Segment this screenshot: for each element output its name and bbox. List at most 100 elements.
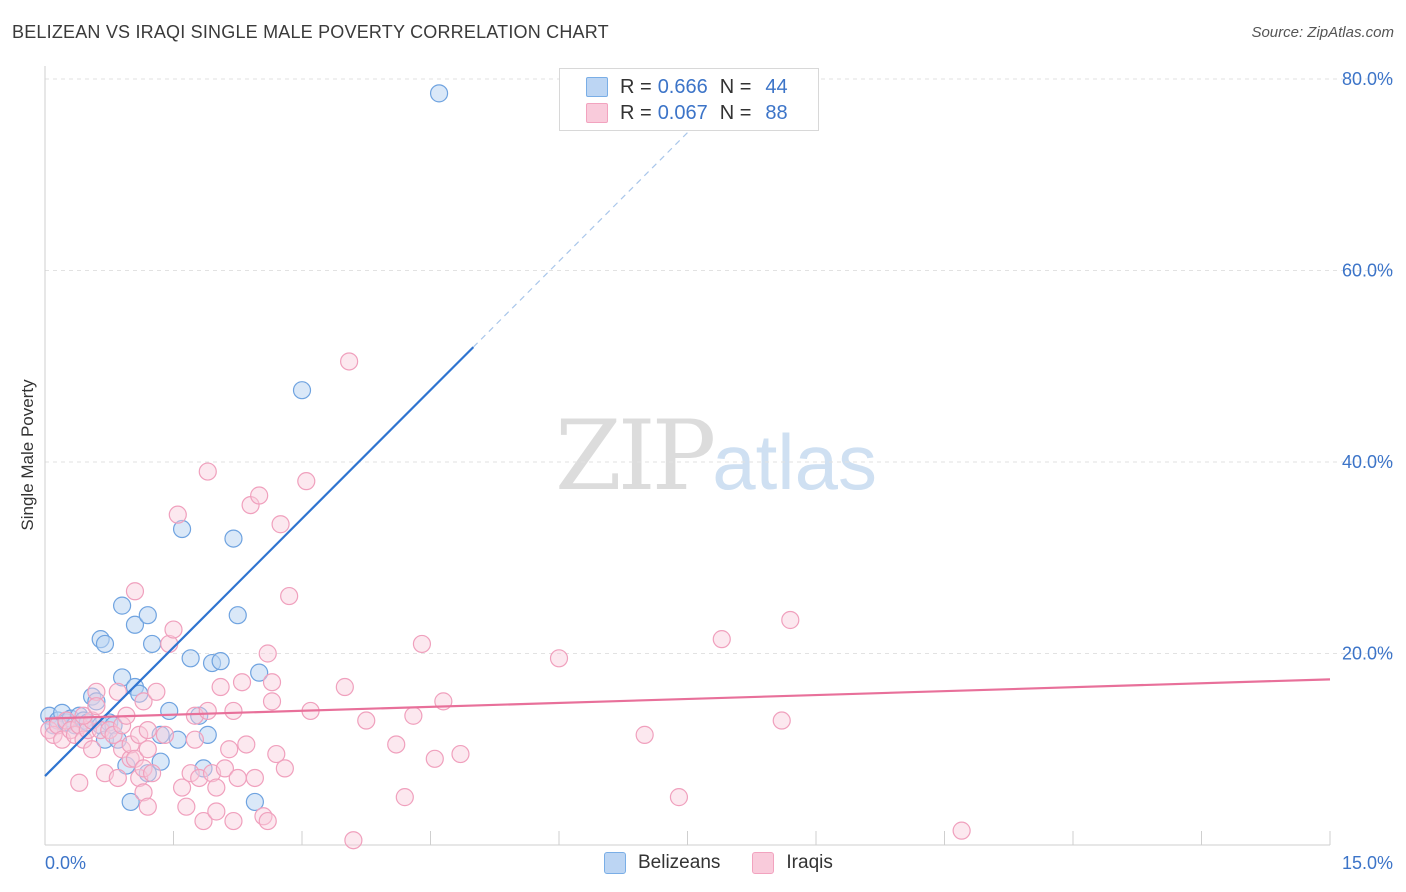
iraqi-point	[70, 773, 89, 792]
iraqi-point	[712, 630, 731, 649]
iraqi-point	[138, 797, 157, 816]
belizean-point	[112, 668, 132, 687]
belizean-point	[87, 692, 106, 711]
series-legend: Belizeans Iraqis	[604, 852, 865, 874]
iraqi-point	[220, 740, 239, 759]
correlation-legend: R = 0.666 N = 44 R = 0.067 N = 88	[559, 68, 819, 131]
legend-row-belizean: R = 0.666 N = 44	[586, 75, 788, 99]
y-tick-label: 20.0%	[1342, 644, 1393, 664]
iraqi-point	[635, 725, 654, 744]
iraqi-point	[155, 725, 175, 744]
iraqi-point	[412, 634, 432, 654]
legend-n-label: N =	[719, 75, 752, 98]
iraqi-point	[138, 740, 157, 759]
belizean-point	[160, 701, 179, 721]
iraqi-point	[250, 486, 269, 505]
iraqi-point	[772, 711, 791, 730]
source-label: Source: ZipAtlas.com	[1251, 24, 1394, 41]
iraqi-point	[108, 768, 127, 788]
iraqi-point	[387, 735, 406, 754]
belizean-point	[250, 663, 269, 682]
legend-r-value: 0.067	[657, 101, 708, 124]
y-tick-label: 40.0%	[1342, 452, 1393, 472]
belizean-point	[138, 606, 157, 625]
iraqi-point	[549, 649, 569, 668]
belizean-point	[228, 606, 247, 625]
belizean-points	[40, 84, 449, 812]
iraqi-point	[130, 725, 149, 744]
iraqi-point	[271, 515, 290, 534]
belizean-point	[142, 634, 162, 654]
iraqi-point	[781, 610, 800, 630]
iraqi-point	[172, 778, 192, 797]
iraqi-point	[340, 352, 359, 371]
legend-swatch-pink	[586, 103, 608, 123]
legend-swatch-pink	[752, 852, 775, 874]
iraqi-point	[147, 682, 166, 701]
belizean-point	[112, 596, 132, 615]
iraqi-point	[177, 797, 196, 816]
iraqi-point	[258, 644, 277, 663]
iraqi-point	[74, 706, 93, 725]
iraqi-point	[207, 778, 226, 797]
iraqi-points	[40, 352, 971, 850]
iraqi-point	[404, 706, 423, 725]
iraqi-point	[275, 759, 294, 778]
iraqi-point	[952, 821, 971, 840]
grid-lines	[45, 78, 1395, 654]
iraqi-point	[44, 725, 63, 744]
x-tick-label: 15.0%	[1342, 853, 1393, 873]
legend-r-label: R =	[620, 75, 652, 98]
iraqi-point	[138, 720, 157, 740]
iraqi-point	[224, 811, 243, 831]
belizean-point	[224, 529, 243, 548]
series-legend-belizeans[interactable]: Belizeans	[604, 852, 720, 874]
y-axis-label: Single Male Poverty	[18, 379, 37, 531]
belizean-point	[190, 706, 209, 725]
iraqi-point	[185, 730, 205, 749]
legend-swatch-blue	[604, 852, 626, 874]
belizean-point	[95, 634, 115, 654]
legend-r-label: R =	[620, 101, 652, 124]
iraqi-point	[228, 768, 247, 788]
legend-swatch-blue	[586, 77, 608, 97]
iraqi-point	[181, 764, 200, 783]
belizean-point	[245, 792, 264, 812]
tick-labels: 20.0% 40.0% 60.0% 80.0% 0.0% 15.0%	[45, 69, 1393, 873]
iraqi-point	[224, 701, 243, 721]
iraqi-point	[198, 462, 217, 481]
iraqi-point	[83, 740, 102, 759]
iraqi-point	[237, 735, 256, 754]
legend-r-value: 0.666	[657, 75, 708, 98]
belizean-point	[172, 519, 192, 539]
legend-n-value: 44	[765, 75, 788, 98]
axes	[44, 66, 1331, 846]
iraqi-point	[78, 720, 97, 740]
iraqi-point	[87, 697, 106, 716]
iraqi-point	[357, 711, 376, 730]
belizean-point	[125, 615, 145, 634]
iraqi-point	[121, 749, 140, 768]
x-tick-label: 0.0%	[45, 853, 86, 873]
iraqi-point	[669, 788, 689, 807]
belizean-point	[429, 84, 449, 103]
series-legend-iraqis[interactable]: Iraqis	[752, 852, 833, 874]
belizean-point	[292, 381, 312, 400]
iraqi-point	[335, 677, 354, 697]
iraqi-point	[297, 472, 316, 491]
series-name-iraqis: Iraqis	[786, 852, 833, 873]
iraqi-point	[395, 788, 414, 807]
iraqi-point	[215, 759, 234, 778]
iraqi-point	[87, 682, 106, 701]
iraqi-point	[280, 586, 299, 606]
iraqi-point	[134, 759, 153, 778]
iraqi-trend-line	[44, 678, 1331, 720]
iraqi-point	[142, 764, 162, 783]
chart-title: BELIZEAN VS IRAQI SINGLE MALE POVERTY CO…	[12, 22, 609, 42]
iraqi-point	[207, 802, 226, 821]
iraqi-point	[134, 783, 153, 802]
iraqi-point	[108, 682, 127, 701]
iraqi-point	[232, 673, 252, 692]
belizean-point	[121, 792, 140, 812]
iraqi-point	[134, 692, 153, 711]
